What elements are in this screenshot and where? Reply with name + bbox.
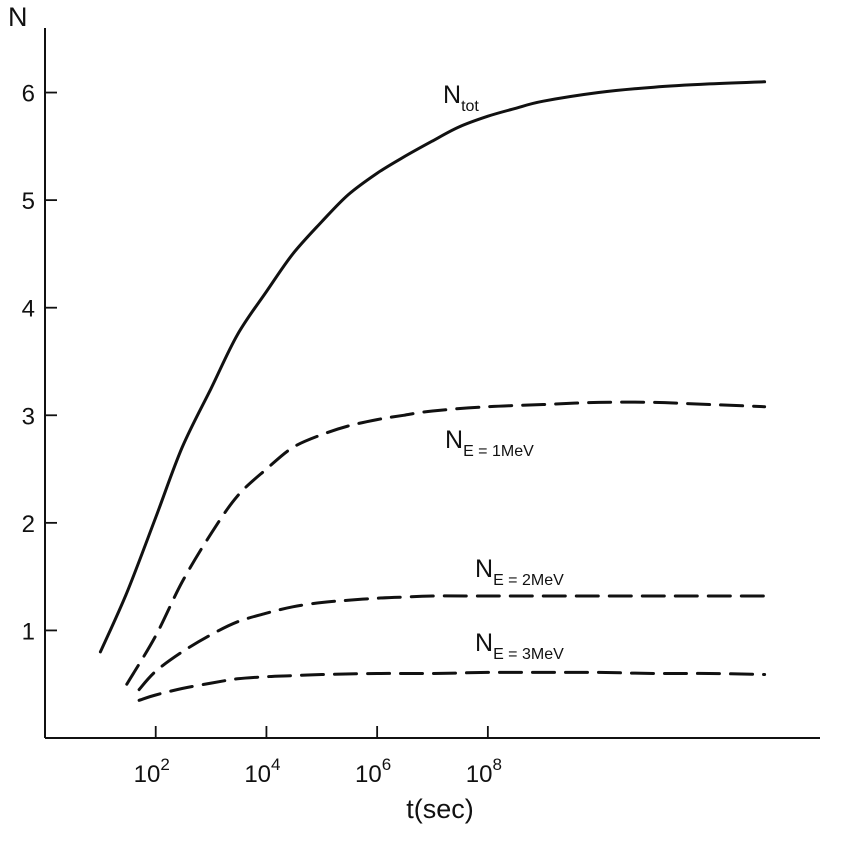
curve-n-tot <box>98 80 767 654</box>
x-axis-title: t(sec) <box>406 794 474 824</box>
x-tick-label: 104 <box>244 755 280 788</box>
x-tick-label: 108 <box>466 755 502 788</box>
y-tick-label: 3 <box>22 403 35 430</box>
curve-labels: Ntot NE = 1MeV NE = 2MeV NE = 3MeV <box>443 81 564 663</box>
curve-label: NE = 2MeV <box>475 555 564 589</box>
y-tick-label: 5 <box>22 188 35 215</box>
y-tick-label: 1 <box>22 618 35 645</box>
axes <box>44 28 820 739</box>
curve-label: NE = 3MeV <box>475 629 564 663</box>
x-tick-label: 102 <box>134 755 170 788</box>
y-tick-label: 6 <box>22 81 35 108</box>
curve-n-e-2mev <box>137 594 767 692</box>
curve-n-e-3mev <box>137 670 767 702</box>
y-tick-label: 2 <box>22 511 35 538</box>
y-tick-label: 4 <box>22 296 35 323</box>
curve-n-e-1mev <box>125 400 767 686</box>
y-axis-title: N <box>8 2 28 32</box>
x-tick-label: 106 <box>355 755 391 788</box>
curve-label: Ntot <box>443 81 479 115</box>
curve-label: NE = 1MeV <box>445 426 534 460</box>
curves <box>98 80 767 702</box>
x-ticks: 102 104 106 108 <box>134 726 502 788</box>
y-ticks: 1 2 3 4 5 6 <box>22 81 57 645</box>
